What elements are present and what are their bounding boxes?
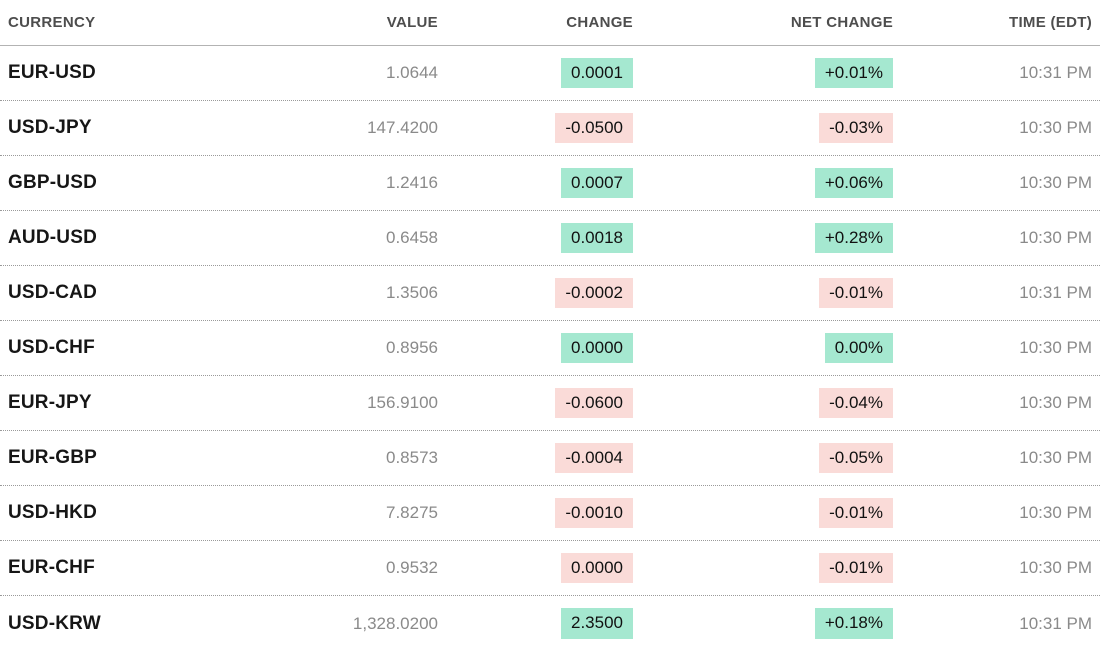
table-row[interactable]: USD-KRW 1,328.0200 2.3500 +0.18% 10:31 P… [0,596,1100,649]
currency-pair-label: AUD-USD [8,227,98,248]
value-cell: 1,328.0200 [352,613,438,633]
table-row[interactable]: EUR-GBP 0.8573 -0.0004 -0.05% 10:30 PM [0,431,1100,486]
net-change-badge: -0.05% [819,442,893,474]
column-header-currency: CURRENCY [8,14,96,31]
net-change-badge: +0.01% [814,57,893,89]
change-badge: 0.0007 [561,167,633,199]
currency-pair-label: USD-CHF [8,337,95,358]
currency-pair-label: EUR-CHF [8,557,95,578]
currency-pair-label: USD-CAD [8,282,98,303]
table-row[interactable]: AUD-USD 0.6458 0.0018 +0.28% 10:30 PM [0,211,1100,266]
value-cell: 0.8573 [386,448,438,467]
table-row[interactable]: USD-CHF 0.8956 0.0000 0.00% 10:30 PM [0,321,1100,376]
net-change-badge: +0.06% [814,167,893,199]
time-cell: 10:31 PM [1019,613,1092,633]
change-badge: -0.0600 [555,387,633,419]
column-header-net-change: NET CHANGE [790,14,893,31]
change-badge: -0.0004 [555,442,633,474]
value-cell: 0.9532 [386,558,438,577]
net-change-badge: +0.18% [814,608,893,639]
currency-pair-label: USD-HKD [8,502,98,523]
time-cell: 10:30 PM [1019,228,1092,247]
net-change-badge: -0.01% [819,277,893,309]
change-badge: -0.0010 [555,497,633,529]
net-change-badge: -0.03% [819,112,893,144]
table-row[interactable]: EUR-JPY 156.9100 -0.0600 -0.04% 10:30 PM [0,376,1100,431]
table-row[interactable]: EUR-CHF 0.9532 0.0000 -0.01% 10:30 PM [0,541,1100,596]
currency-pair-label: EUR-GBP [8,447,98,468]
column-header-time: TIME (EDT) [1009,14,1092,31]
table-body: EUR-USD 1.0644 0.0001 +0.01% 10:31 PM US… [0,46,1100,649]
time-cell: 10:31 PM [1019,283,1092,302]
table-row[interactable]: GBP-USD 1.2416 0.0007 +0.06% 10:30 PM [0,156,1100,211]
change-badge: 0.0018 [561,222,633,254]
table-row[interactable]: USD-CAD 1.3506 -0.0002 -0.01% 10:31 PM [0,266,1100,321]
time-cell: 10:30 PM [1019,503,1092,522]
time-cell: 10:30 PM [1019,448,1092,467]
change-badge: 2.3500 [561,608,633,639]
change-badge: 0.0000 [561,552,633,584]
currency-pair-label: USD-JPY [8,117,92,138]
net-change-badge: 0.00% [824,332,893,364]
value-cell: 147.4200 [367,118,438,137]
table-header-row: CURRENCY VALUE CHANGE NET CHANGE TIME (E… [0,0,1100,46]
change-badge: 0.0001 [561,57,633,89]
value-cell: 1.0644 [386,63,438,82]
time-cell: 10:31 PM [1019,63,1092,82]
time-cell: 10:30 PM [1019,393,1092,412]
time-cell: 10:30 PM [1019,558,1092,577]
time-cell: 10:30 PM [1019,118,1092,137]
net-change-badge: +0.28% [814,222,893,254]
time-cell: 10:30 PM [1019,338,1092,357]
change-badge: -0.0500 [555,112,633,144]
table-row[interactable]: EUR-USD 1.0644 0.0001 +0.01% 10:31 PM [0,46,1100,101]
value-cell: 1.3506 [386,283,438,302]
currency-pair-label: USD-KRW [8,612,101,634]
currency-pair-label: EUR-USD [8,62,96,83]
value-cell: 7.8275 [386,503,438,522]
currency-pair-label: GBP-USD [8,172,98,193]
value-cell: 156.9100 [367,393,438,412]
table-row[interactable]: USD-JPY 147.4200 -0.0500 -0.03% 10:30 PM [0,101,1100,156]
currency-pair-label: EUR-JPY [8,392,92,413]
change-badge: -0.0002 [555,277,633,309]
column-header-change: CHANGE [566,14,633,31]
value-cell: 1.2416 [386,173,438,192]
value-cell: 0.8956 [386,338,438,357]
time-cell: 10:30 PM [1019,173,1092,192]
value-cell: 0.6458 [386,228,438,247]
column-header-value: VALUE [386,14,438,31]
change-badge: 0.0000 [561,332,633,364]
net-change-badge: -0.01% [819,552,893,584]
table-row[interactable]: USD-HKD 7.8275 -0.0010 -0.01% 10:30 PM [0,486,1100,541]
net-change-badge: -0.04% [819,387,893,419]
net-change-badge: -0.01% [819,497,893,529]
